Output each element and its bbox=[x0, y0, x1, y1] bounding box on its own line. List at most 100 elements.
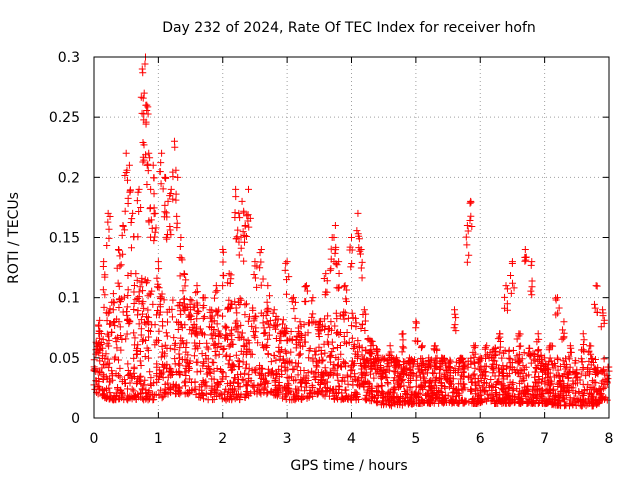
scatter-point bbox=[171, 355, 179, 363]
scatter-point bbox=[426, 398, 434, 406]
scatter-point-peak bbox=[250, 270, 258, 278]
scatter-point bbox=[157, 353, 165, 361]
scatter-point bbox=[220, 345, 228, 353]
scatter-point-peak bbox=[155, 265, 163, 273]
scatter-point bbox=[510, 385, 518, 393]
scatter-point bbox=[551, 359, 559, 367]
scatter-point-peak bbox=[147, 185, 155, 193]
scatter-point bbox=[112, 370, 120, 378]
y-tick-label: 0.25 bbox=[49, 110, 80, 126]
scatter-point-peak bbox=[335, 258, 343, 266]
scatter-point-peak bbox=[322, 270, 330, 278]
scatter-point bbox=[552, 399, 560, 407]
scatter-point-peak bbox=[359, 310, 367, 318]
scatter-point bbox=[523, 386, 531, 394]
scatter-point-peak bbox=[101, 271, 109, 279]
scatter-point bbox=[175, 367, 183, 375]
scatter-point-peak bbox=[464, 227, 472, 235]
scatter-point-peak bbox=[346, 243, 354, 251]
scatter-point bbox=[184, 351, 192, 359]
scatter-point-peak bbox=[302, 283, 310, 291]
scatter-point bbox=[190, 352, 198, 360]
scatter-point-peak bbox=[193, 288, 201, 296]
scatter-point bbox=[413, 372, 421, 380]
scatter-point-peak bbox=[139, 69, 147, 77]
scatter-point bbox=[98, 355, 106, 363]
scatter-point bbox=[105, 384, 113, 392]
scatter-point bbox=[175, 350, 183, 358]
scatter-point bbox=[108, 367, 116, 375]
scatter-point bbox=[337, 396, 345, 404]
scatter-point bbox=[546, 373, 554, 381]
scatter-point-peak bbox=[208, 306, 216, 314]
scatter-point bbox=[95, 322, 103, 330]
scatter-point-peak bbox=[140, 141, 148, 149]
scatter-point bbox=[394, 372, 402, 380]
scatter-point bbox=[325, 340, 333, 348]
scatter-point bbox=[117, 346, 125, 354]
scatter-point bbox=[556, 394, 564, 402]
scatter-point bbox=[124, 360, 132, 368]
scatter-point-peak bbox=[137, 203, 145, 211]
scatter-point-peak bbox=[101, 291, 109, 299]
scatter-point bbox=[587, 397, 595, 405]
scatter-point-peak bbox=[340, 283, 348, 291]
scatter-point bbox=[562, 360, 570, 368]
scatter-point bbox=[546, 397, 554, 405]
scatter-point-peak bbox=[321, 291, 329, 299]
scatter-point bbox=[131, 334, 139, 342]
scatter-point bbox=[459, 386, 467, 394]
scatter-point bbox=[336, 312, 344, 320]
scatter-point-peak bbox=[149, 161, 157, 169]
scatter-point-peak bbox=[308, 297, 316, 305]
scatter-point-peak bbox=[335, 283, 343, 291]
scatter-point-peak bbox=[517, 342, 525, 350]
scatter-point bbox=[446, 379, 454, 387]
scatter-point-peak bbox=[599, 312, 607, 320]
scatter-point bbox=[522, 391, 530, 399]
scatter-point bbox=[111, 353, 119, 361]
scatter-point bbox=[289, 366, 297, 374]
scatter-point-peak bbox=[407, 357, 415, 365]
scatter-point bbox=[243, 300, 251, 308]
scatter-point bbox=[243, 360, 251, 368]
scatter-point-peak bbox=[542, 361, 550, 369]
scatter-point-peak bbox=[128, 215, 136, 223]
scatter-point-peak bbox=[187, 312, 195, 320]
scatter-point-peak bbox=[114, 279, 122, 287]
scatter-point bbox=[437, 374, 445, 382]
scatter-point-peak bbox=[264, 282, 272, 290]
scatter-point-peak bbox=[521, 257, 529, 265]
scatter-point-peak bbox=[465, 251, 473, 259]
scatter-point-peak bbox=[303, 287, 311, 295]
scatter-point-peak bbox=[257, 258, 265, 266]
scatter-point-peak bbox=[367, 342, 375, 350]
scatter-point bbox=[460, 372, 468, 380]
scatter-point-peak bbox=[272, 316, 280, 324]
scatter-point bbox=[138, 278, 146, 286]
scatter-point bbox=[433, 393, 441, 401]
scatter-point bbox=[245, 365, 253, 373]
scatter-point bbox=[367, 384, 375, 392]
scatter-point bbox=[156, 303, 164, 311]
scatter-point-peak bbox=[199, 314, 207, 322]
scatter-point bbox=[515, 350, 523, 358]
scatter-point bbox=[477, 386, 485, 394]
scatter-point bbox=[562, 392, 570, 400]
scatter-point-peak bbox=[302, 282, 310, 290]
scatter-point-peak bbox=[176, 272, 184, 280]
scatter-point-peak bbox=[503, 300, 511, 308]
scatter-point bbox=[368, 337, 376, 345]
scatter-point bbox=[458, 385, 466, 393]
scatter-point bbox=[107, 320, 115, 328]
scatter-point bbox=[461, 362, 469, 370]
scatter-point-peak bbox=[347, 263, 355, 271]
scatter-point bbox=[509, 387, 517, 395]
scatter-point-peak bbox=[327, 245, 335, 253]
scatter-point bbox=[590, 378, 598, 386]
scatter-point-peak bbox=[127, 244, 135, 252]
scatter-point bbox=[154, 337, 162, 345]
scatter-point-peak bbox=[110, 318, 118, 326]
scatter-point bbox=[464, 360, 472, 368]
scatter-point bbox=[567, 384, 575, 392]
